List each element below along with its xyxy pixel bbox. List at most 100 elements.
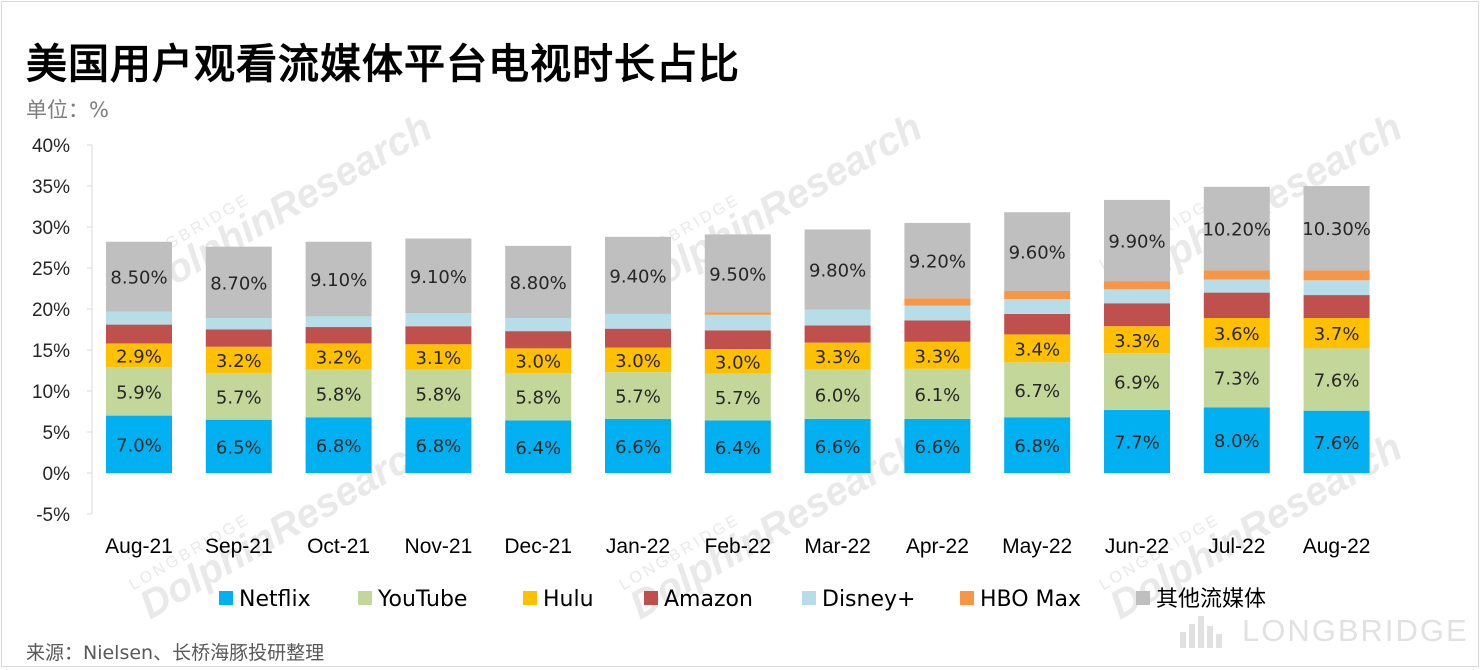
bar-segment <box>305 417 372 473</box>
bar-segment <box>305 343 372 370</box>
data-label: 9.10% <box>410 267 467 288</box>
data-label: 10.30% <box>1302 219 1371 240</box>
x-tick-label: May-22 <box>1002 535 1072 558</box>
brand-logo: LONGBRIDGE <box>1178 612 1469 648</box>
chart-title: 美国用户观看流媒体平台电视时长占比 <box>26 40 740 88</box>
source-note: 来源：Nielsen、长桥海豚投研整理 <box>26 642 325 664</box>
data-label: 6.6% <box>915 437 961 458</box>
data-label: 6.8% <box>1014 436 1060 457</box>
bar-segment <box>1203 292 1270 319</box>
y-tick-label: 40% <box>32 136 70 157</box>
x-tick-label: Jun-22 <box>1105 535 1169 558</box>
y-tick-label: -5% <box>36 505 70 526</box>
bar-segment <box>106 343 172 368</box>
bar-stack-mar-22: 6.6% 6.0% 3.3% 9.80% <box>804 229 871 473</box>
bar-segment <box>1004 299 1071 314</box>
legend-swatch <box>960 591 974 605</box>
bar-stack-apr-22: 6.6% 6.1% 3.3% 9.20% <box>904 222 971 473</box>
y-tick-label: 10% <box>32 382 70 403</box>
bar-stack-may-22: 6.8% 6.7% 3.4% 9.60% <box>1004 212 1071 473</box>
bar-segment <box>904 368 971 419</box>
data-label: 3.0% <box>515 352 561 373</box>
bar-segment <box>1104 281 1170 290</box>
data-label: 6.8% <box>416 436 462 457</box>
data-label: 5.7% <box>216 387 262 408</box>
data-label: 8.50% <box>110 268 167 289</box>
bar-segment <box>505 348 572 373</box>
bar-stack-jan-22: 6.6% 5.7% 3.0% 9.40% <box>605 236 671 473</box>
bar-segment <box>1303 186 1370 271</box>
x-tick-label: Jul-22 <box>1208 535 1265 558</box>
bar-segment <box>305 369 372 418</box>
bar-segment <box>804 342 871 370</box>
bar-segment <box>305 316 372 328</box>
bar-segment <box>505 331 572 349</box>
bar-segment <box>1303 348 1370 411</box>
data-label: 3.2% <box>216 351 262 372</box>
bar-segment <box>1004 212 1071 291</box>
data-label: 5.8% <box>316 384 362 405</box>
data-label: 3.3% <box>915 346 961 367</box>
legend-swatch <box>802 591 816 605</box>
bar-segment <box>904 418 971 473</box>
legend-label: Netflix <box>239 587 311 612</box>
x-tick-label: Sep-21 <box>205 535 273 558</box>
bar-segment <box>505 372 572 421</box>
bar-segment <box>904 320 971 342</box>
bar-segment <box>1303 410 1370 473</box>
data-label: 7.7% <box>1114 432 1160 453</box>
bar-segment <box>704 312 771 315</box>
data-label: 9.90% <box>1108 232 1165 253</box>
bar-stack-jun-22: 7.7% 6.9% 3.3% 9.90% <box>1104 199 1170 473</box>
bar-segment <box>106 324 172 344</box>
data-label: 9.50% <box>709 264 766 285</box>
bar-segment <box>904 298 971 306</box>
data-label: 7.3% <box>1214 368 1260 389</box>
y-tick-label: 35% <box>32 177 70 198</box>
bar-segment <box>405 344 472 370</box>
data-label: 5.8% <box>416 384 462 405</box>
bar-stack-nov-21: 6.8% 5.8% 3.1% 9.10% <box>405 238 472 473</box>
x-tick-label: Aug-21 <box>105 535 173 558</box>
data-label: 5.7% <box>615 387 661 408</box>
x-tick-label: Dec-21 <box>504 535 572 558</box>
data-label: 3.7% <box>1314 324 1360 345</box>
bar-segment <box>205 329 272 347</box>
data-label: 7.6% <box>1314 433 1360 454</box>
bar-segment <box>605 418 671 473</box>
legend-swatch <box>219 591 233 605</box>
bar-stack-dec-21: 6.4% 5.8% 3.0% 8.80% <box>505 245 572 473</box>
y-tick-label: 30% <box>32 218 70 239</box>
y-tick-label: 15% <box>32 341 70 362</box>
bar-segment <box>106 241 172 312</box>
data-label: 5.8% <box>515 388 561 409</box>
bar-segment <box>904 341 971 369</box>
bar-segment <box>804 229 871 310</box>
bar-segment <box>904 222 971 299</box>
data-label: 8.80% <box>510 273 567 294</box>
legend-item: HBO Max <box>960 587 1081 612</box>
bar-stack-jul-22: 8.0% 7.3% 3.6% 10.20% <box>1202 186 1271 473</box>
data-label: 9.10% <box>310 270 367 291</box>
bar-segment <box>1303 295 1370 319</box>
data-label: 6.7% <box>1014 381 1060 402</box>
data-label: 8.70% <box>210 273 267 294</box>
unit-label: 单位：% <box>26 98 109 122</box>
data-label: 8.0% <box>1214 431 1260 452</box>
x-axis-labels: Aug-21 Sep-21 Oct-21 Nov-21 Dec-21 Jan-22 Feb-… <box>105 535 1370 558</box>
bar-segment <box>605 347 671 373</box>
data-label: 6.6% <box>815 437 861 458</box>
bar-segment <box>205 318 272 330</box>
x-tick-label: Nov-21 <box>405 535 473 558</box>
bar-segment <box>1104 409 1170 473</box>
bar-segment <box>605 328 671 348</box>
y-tick-label: 20% <box>32 300 70 321</box>
data-label: 9.80% <box>809 261 866 282</box>
bar-segment <box>1203 347 1270 408</box>
legend-swatch <box>358 591 372 605</box>
data-label: 6.4% <box>515 438 561 459</box>
bar-segment <box>305 327 372 344</box>
legend-item: YouTube <box>358 587 467 612</box>
